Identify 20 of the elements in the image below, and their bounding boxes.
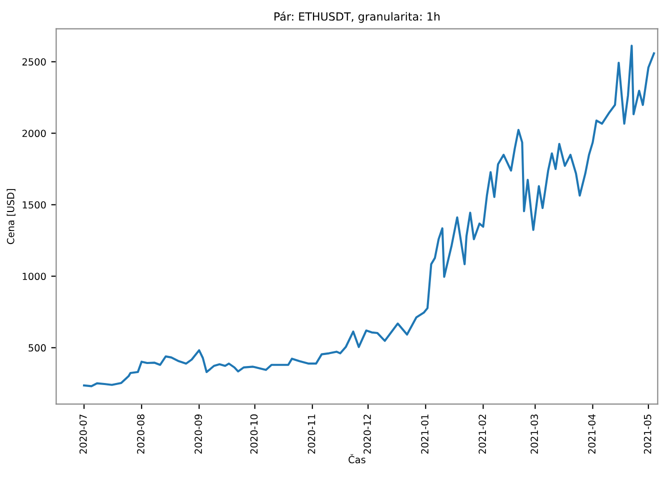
x-tick-label: 2020-11 bbox=[308, 414, 316, 454]
x-tick-label: 2021-02 bbox=[478, 414, 486, 454]
y-tick-label: 2000 bbox=[22, 130, 46, 138]
x-tick-label: 2020-10 bbox=[250, 414, 258, 454]
x-tick-label: 2020-08 bbox=[137, 414, 144, 454]
x-tick-label: 2021-05 bbox=[644, 414, 652, 454]
line-series bbox=[82, 44, 656, 388]
x-axis-title: Čas bbox=[348, 454, 366, 464]
x-tick-label: 2020-07 bbox=[80, 414, 87, 454]
chart-title: Pár: ETHUSDT, granularita: 1h bbox=[274, 12, 440, 23]
y-tick-label: 500 bbox=[28, 344, 46, 352]
x-tick-label: 2021-03 bbox=[530, 414, 538, 454]
x-tick-label: 2021-04 bbox=[588, 414, 596, 454]
x-tick-label: 2021-01 bbox=[421, 414, 428, 454]
y-axis-title: Cena [USD] bbox=[6, 189, 16, 244]
x-tick-label: 2020-12 bbox=[364, 414, 371, 454]
y-tick-label: 1500 bbox=[22, 201, 46, 209]
y-tick-label: 1000 bbox=[22, 272, 46, 280]
y-tick-label: 2500 bbox=[22, 58, 46, 66]
x-tick-label: 2020-09 bbox=[194, 414, 202, 454]
